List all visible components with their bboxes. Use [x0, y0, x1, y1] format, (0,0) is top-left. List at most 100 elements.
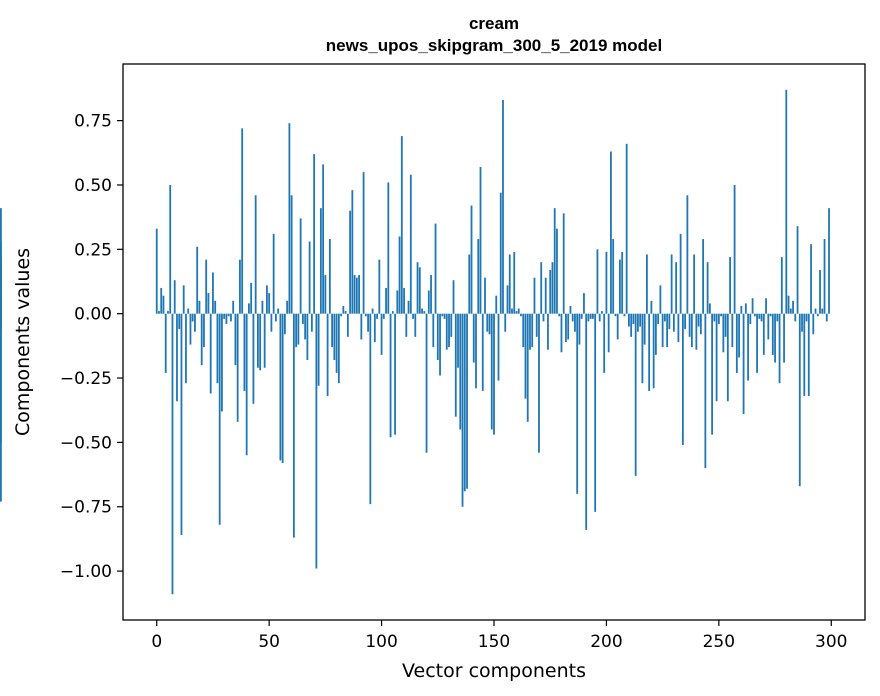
bar-component-211 — [630, 313, 633, 337]
bar-component-212 — [632, 313, 635, 324]
bar-component-289 — [805, 313, 808, 322]
bar-component-129 — [445, 313, 448, 350]
bar-component-102 — [385, 287, 387, 314]
bar-component-103 — [387, 182, 390, 314]
bar-component-96 — [371, 308, 374, 314]
bar-component-127 — [441, 313, 444, 317]
bar-component-199 — [603, 313, 606, 373]
bar-component-125 — [436, 313, 439, 361]
bar-component-207 — [621, 251, 624, 314]
bar-component-152 — [497, 313, 500, 381]
bar-component-17 — [194, 313, 196, 332]
bar-component-55 — [279, 313, 282, 461]
bar-component-295 — [819, 269, 821, 314]
bar-component-257 — [733, 184, 736, 314]
bar-component-278 — [780, 257, 783, 314]
bar-component-114 — [412, 313, 414, 319]
bar-component-61 — [292, 313, 295, 538]
bar-component-291 — [810, 244, 812, 314]
bar-component-225 — [661, 313, 664, 348]
bar-component-292 — [812, 313, 815, 335]
x-tick-label: 200 — [590, 632, 622, 652]
bar-component-223 — [657, 313, 660, 324]
bar-component-240 — [695, 313, 698, 350]
bar-component-131 — [450, 313, 453, 337]
bar-component-23 — [207, 293, 210, 314]
bar-series — [0, 89, 830, 595]
bar-component-24 — [209, 313, 212, 394]
bar-component-248 — [713, 313, 716, 322]
bar-component-47 — [261, 300, 264, 314]
bar-component-220 — [650, 300, 653, 314]
x-axis-label: Vector components — [402, 660, 586, 682]
bar-component-290 — [807, 313, 810, 397]
bar-component-85 — [346, 313, 349, 337]
bar-component-179 — [558, 313, 561, 317]
bar-component-158 — [511, 308, 513, 314]
bar-component-245 — [706, 262, 709, 314]
bar-component-165 — [526, 313, 529, 422]
bar-component-120 — [425, 313, 428, 453]
bar-component-0 — [155, 228, 158, 314]
bar-component-178 — [556, 228, 558, 314]
bar-component-119 — [423, 311, 426, 314]
bar-component-275 — [774, 313, 776, 363]
bar-component-19 — [198, 300, 201, 314]
bar-component-154 — [502, 100, 504, 314]
bar-component-135 — [459, 313, 462, 430]
bar-component-77 — [328, 239, 331, 314]
y-tick-label: 0.75 — [74, 112, 112, 132]
bar-component-255 — [729, 257, 731, 314]
y-tick-label: −0.50 — [60, 433, 112, 453]
bar-component-52 — [272, 233, 275, 314]
bar-component-31 — [225, 313, 228, 324]
bar-component-82 — [340, 313, 342, 317]
bar-component-144 — [479, 166, 482, 314]
plot-frame — [122, 63, 866, 621]
bar-component-34 — [232, 300, 235, 314]
bar-component-140 — [470, 205, 473, 314]
bar-component-217 — [643, 313, 646, 345]
bar-component-72 — [317, 313, 320, 386]
bar-component-64 — [299, 218, 302, 314]
bar-component-113 — [409, 174, 412, 314]
bar-component-166 — [529, 313, 531, 350]
bar-component-49 — [266, 285, 268, 314]
bar-component-16 — [191, 313, 194, 322]
bar-component-286 — [798, 313, 801, 487]
y-tick-label: −1.00 — [60, 562, 112, 582]
bar-component-123 — [432, 313, 435, 348]
x-axis: 0 50 100 150 200 250 300 — [151, 620, 847, 652]
bar-component-117 — [418, 267, 421, 314]
bar-component-229 — [670, 254, 673, 314]
bar-component-51 — [270, 313, 273, 332]
x-tick-label: 0 — [151, 632, 162, 652]
bar-component-undefined — [0, 257, 2, 314]
bar-component-146 — [484, 277, 486, 314]
bar-component-undefined — [0, 293, 2, 314]
bar-component-241 — [697, 313, 700, 327]
bar-component-233 — [679, 233, 682, 314]
bar-component-14 — [187, 308, 190, 314]
bar-component-91 — [360, 313, 363, 340]
bar-component-94 — [367, 313, 369, 332]
bar-component-92 — [362, 172, 365, 314]
bar-component-32 — [227, 313, 230, 317]
bar-component-71 — [315, 313, 318, 569]
bar-component-192 — [587, 313, 590, 322]
bar-component-97 — [373, 313, 376, 342]
bar-component-40 — [245, 313, 248, 456]
bar-component-172 — [542, 313, 545, 322]
bar-component-76 — [326, 313, 329, 397]
bar-component-176 — [551, 262, 554, 314]
bar-component-169 — [535, 313, 538, 337]
bar-component-39 — [243, 313, 246, 391]
bar-component-288 — [803, 313, 806, 397]
bar-component-80 — [335, 313, 338, 373]
bar-component-235 — [684, 313, 687, 330]
bar-component-134 — [457, 313, 459, 368]
bar-component-279 — [783, 313, 785, 363]
bar-component-246 — [708, 303, 711, 314]
bar-component-undefined — [0, 313, 2, 443]
